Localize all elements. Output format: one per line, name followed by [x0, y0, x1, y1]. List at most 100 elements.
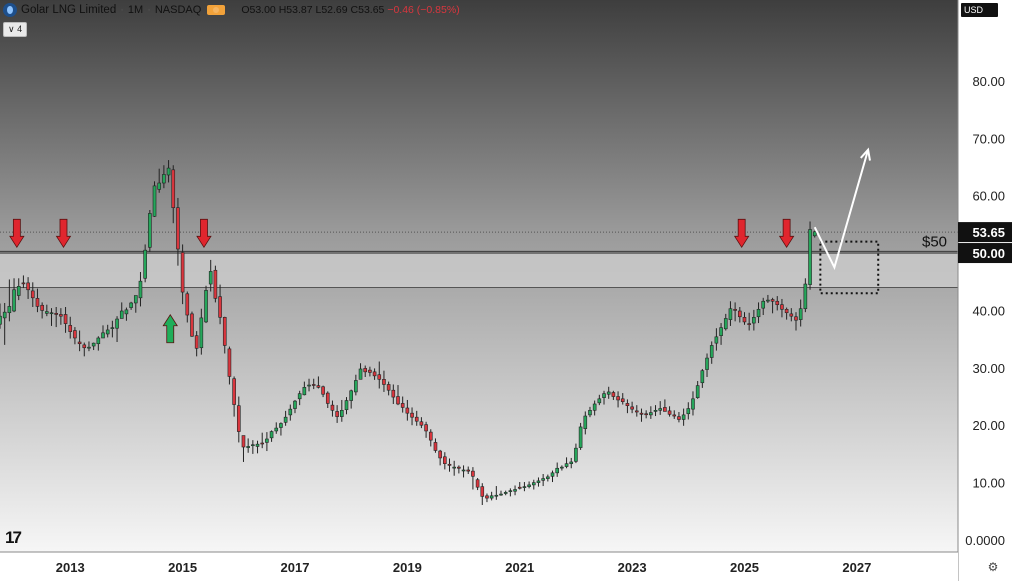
candle-down [35, 298, 40, 307]
candle-up [162, 174, 166, 184]
candle-down [639, 412, 644, 415]
candle-up [354, 380, 358, 393]
candle-up [578, 426, 583, 448]
candle-down [213, 269, 218, 299]
candle-up [489, 495, 494, 499]
candle-up [269, 431, 274, 439]
candle-down [335, 411, 339, 417]
candle-up [686, 408, 691, 415]
candle-up [143, 249, 147, 279]
candle-up [681, 414, 686, 420]
candle-up [0, 315, 2, 325]
candle-down [405, 407, 410, 414]
y-tick-label: 60.00 [972, 189, 1005, 204]
settings-gear-icon[interactable]: ⚙ [987, 560, 999, 574]
candle-down [433, 442, 438, 451]
candle-up [293, 400, 297, 409]
candle-up [204, 290, 208, 323]
candle-up [691, 398, 695, 410]
candle-down [227, 348, 232, 377]
x-tick-label: 2023 [618, 560, 647, 575]
symbol-name[interactable]: Golar LNG Limited [21, 4, 117, 16]
resistance-down-arrow [196, 218, 212, 249]
candle-up [138, 280, 143, 299]
candle-down [368, 369, 372, 373]
candle-down [634, 410, 639, 413]
candle-up [583, 415, 588, 429]
zone-layer [0, 231, 958, 288]
candle-up [2, 311, 7, 319]
candle-down [630, 406, 634, 410]
candle-down [742, 317, 747, 323]
candle-up [508, 490, 513, 492]
change-value: −0.46 (−0.85%) [387, 4, 460, 16]
candle-up [119, 310, 124, 319]
candle-up [246, 446, 250, 448]
market-status-icon[interactable] [207, 5, 226, 15]
candle-down [784, 308, 789, 314]
candle-up [761, 300, 766, 309]
current-price-label: 53.65 [972, 225, 1005, 240]
x-tick-label: 2027 [842, 560, 871, 575]
resistance-zone [0, 251, 958, 288]
candle-up [91, 342, 96, 347]
candle-up [752, 317, 756, 324]
candle-down [770, 299, 775, 302]
candle-down [667, 410, 672, 415]
candle-down [466, 469, 471, 472]
projection-path [813, 149, 870, 271]
candle-up [695, 385, 700, 398]
candle-up [719, 327, 723, 336]
candle-down [190, 313, 194, 337]
candle-down [386, 384, 391, 391]
candle-down [21, 282, 26, 285]
candle-down [396, 396, 400, 405]
price-axis-panel[interactable] [958, 0, 1024, 581]
candle-down [26, 282, 30, 291]
indicators-collapse-button[interactable]: ∨ 4 [3, 22, 28, 37]
candle-up [124, 309, 129, 315]
candle-up [700, 370, 705, 384]
candle-up [597, 398, 602, 404]
candle-up [110, 327, 115, 329]
y-tick-label: 10.00 [972, 476, 1005, 491]
candle-down [325, 392, 330, 404]
candle-up [756, 308, 761, 318]
candle-up [16, 286, 21, 296]
projection-arrowhead [860, 147, 871, 161]
y-tick-label: 30.00 [972, 361, 1005, 376]
x-tick-label: 2019 [393, 560, 422, 575]
candle-up [560, 466, 564, 469]
candle-down [30, 290, 35, 299]
candle-up [531, 482, 536, 486]
candle-up [766, 299, 770, 302]
tradingview-logo[interactable]: 17 [5, 528, 22, 547]
candle-up [499, 493, 503, 496]
candle-up [148, 213, 152, 248]
candle-down [176, 207, 180, 250]
candle-up [344, 400, 349, 411]
candle-down [475, 479, 480, 488]
x-tick-label: 2013 [56, 560, 85, 575]
legend-header: Golar LNG Limited · 1M · NASDAQ O53.00 H… [0, 0, 460, 20]
candle-up [546, 476, 550, 479]
time-axis-panel[interactable] [0, 552, 958, 581]
candle-down [68, 325, 73, 332]
currency-button[interactable]: USD [961, 3, 998, 17]
candle-down [672, 414, 677, 417]
candle-down [54, 313, 58, 315]
candle-down [363, 368, 368, 373]
y-tick-label: 20.00 [972, 418, 1005, 433]
high-value: H53.87 [278, 4, 313, 16]
candle-up [255, 443, 260, 447]
resistance-down-arrow [9, 218, 25, 249]
candle-up [705, 357, 709, 370]
candle-up [649, 412, 653, 416]
candle-up [714, 336, 719, 344]
candle-up [555, 467, 559, 474]
candle-up [808, 229, 812, 285]
candle-up [96, 337, 101, 345]
interval[interactable]: 1M [127, 4, 144, 16]
